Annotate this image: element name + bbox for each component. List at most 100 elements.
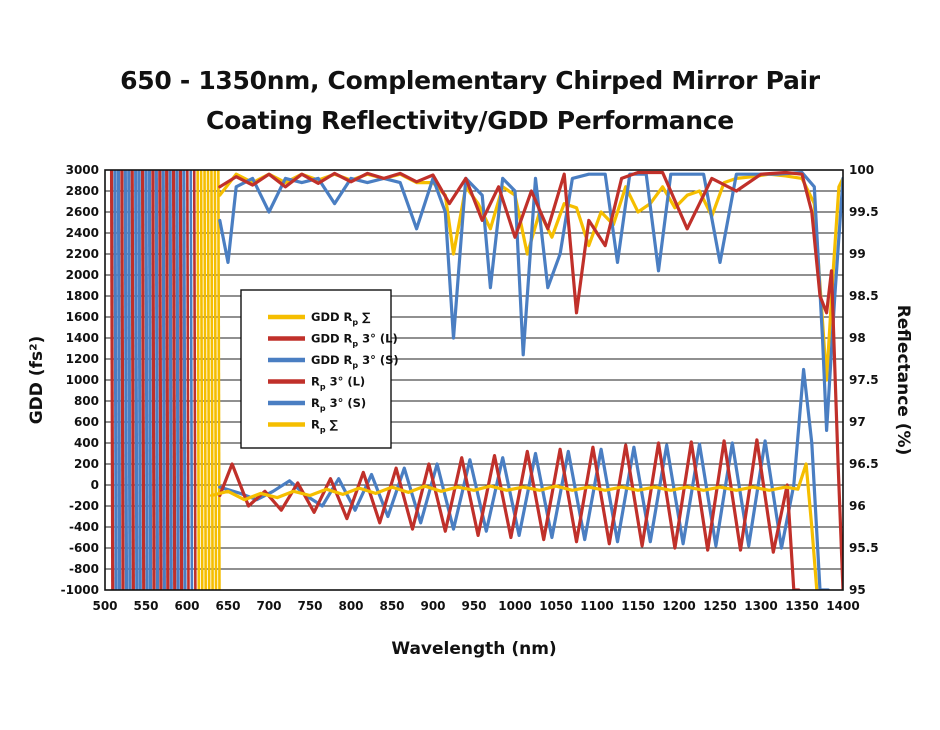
oscillation-line — [144, 170, 149, 590]
legend-entry: GDD Rp ∑ — [311, 310, 371, 327]
legend-box — [240, 289, 392, 449]
y-left-tick-label: 1800 — [66, 289, 99, 303]
oscillation-line — [165, 170, 170, 590]
oscillation-line — [178, 170, 184, 590]
oscillation-line — [168, 170, 173, 590]
series-line-0 — [210, 462, 819, 590]
oscillation-line — [137, 170, 142, 590]
oscillation-line — [134, 170, 139, 590]
y-right-tick-label: 95 — [849, 583, 866, 597]
y-left-tick-label: -400 — [69, 520, 99, 534]
legend-entry: Rp ∑ — [311, 418, 339, 435]
series-line-2 — [218, 367, 830, 590]
y-left-tick-label: 2000 — [66, 268, 99, 282]
legend-entry: Rp 3° (S) — [311, 396, 366, 413]
y-left-tick-label: 2800 — [66, 184, 99, 198]
chart-title: 650 - 1350nm, Complementary Chirped Mirr… — [120, 66, 820, 95]
y-right-tick-label: 100 — [849, 163, 874, 177]
y-right-tick-label: 96 — [849, 499, 866, 513]
oscillation-line — [109, 170, 115, 590]
y-right-tick-label: 97 — [849, 415, 866, 429]
oscillation-line — [120, 170, 125, 590]
oscillation-line — [192, 170, 197, 590]
oscillation-line — [182, 170, 187, 590]
oscillation-line — [158, 170, 163, 590]
oscillation-line — [123, 170, 129, 590]
oscillation-line — [217, 170, 221, 590]
series-line-4 — [218, 170, 843, 432]
x-tick-label: 1000 — [498, 599, 531, 613]
x-tick-label: 700 — [256, 599, 281, 613]
oscillation-line — [130, 170, 135, 590]
oscillation-line — [147, 170, 153, 590]
plot-frame — [104, 169, 844, 591]
x-tick-label: 850 — [379, 599, 404, 613]
y-left-tick-label: 400 — [74, 436, 99, 450]
y-right-tick-label: 97.5 — [849, 373, 879, 387]
y-right-tick-label: 98.5 — [849, 289, 879, 303]
x-tick-label: 800 — [338, 599, 363, 613]
x-tick-label: 1150 — [621, 599, 654, 613]
y-left-tick-label: 600 — [74, 415, 99, 429]
x-tick-label: 600 — [174, 599, 199, 613]
legend: GDD Rp ∑ GDD Rp 3° (L) GDD Rp 3° (S) Rp 3° … — [240, 289, 399, 449]
y-left-tick-label: 200 — [74, 457, 99, 471]
short-wavelength-oscillation-band — [109, 170, 221, 590]
x-tick-label: 1400 — [826, 599, 859, 613]
y-left-tick-label: 1600 — [66, 310, 99, 324]
oscillation-line — [210, 170, 214, 590]
y-left-tick-label: -1000 — [61, 583, 99, 597]
oscillation-line — [140, 170, 146, 590]
oscillation-line — [161, 170, 166, 590]
oscillation-line — [203, 170, 207, 590]
x-axis-label: Wavelength (nm) — [391, 639, 556, 659]
y-left-tick-label: 800 — [74, 394, 99, 408]
x-tick-label: 1050 — [539, 599, 572, 613]
y-left-tick-label: 0 — [91, 478, 99, 492]
y-left-tick-label: 1400 — [66, 331, 99, 345]
oscillation-line — [175, 170, 180, 590]
y-right-tick-label: 99.5 — [849, 205, 879, 219]
oscillation-line — [151, 170, 156, 590]
x-tick-label: 650 — [215, 599, 240, 613]
y-left-tick-label: 3000 — [66, 163, 99, 177]
oscillation-line — [199, 170, 204, 590]
x-tick-label: 1100 — [580, 599, 613, 613]
y-left-axis-label: GDD (fs²) — [27, 336, 47, 425]
x-tick-label: 500 — [92, 599, 117, 613]
legend-entry: Rp 3° (L) — [311, 375, 365, 392]
x-tick-label: 1200 — [662, 599, 695, 613]
y-right-tick-label: 99 — [849, 247, 866, 261]
oscillation-line — [189, 170, 194, 590]
x-tick-label: 900 — [420, 599, 445, 613]
x-tick-label: 550 — [133, 599, 158, 613]
x-tick-label: 950 — [461, 599, 486, 613]
oscillation-line — [186, 170, 190, 590]
oscillation-line — [171, 170, 177, 590]
oscillation-line — [213, 170, 218, 590]
y-left-tick-label: 1200 — [66, 352, 99, 366]
oscillation-line — [116, 170, 122, 590]
y-left-tick-label: 2400 — [66, 226, 99, 240]
y-left-tick-label: -800 — [69, 562, 99, 576]
y-right-tick-label: 96.5 — [849, 457, 879, 471]
y-left-tick-label: 2600 — [66, 205, 99, 219]
y-left-tick-label: -200 — [69, 499, 99, 513]
chart-subtitle: Coating Reflectivity/GDD Performance — [206, 106, 734, 135]
oscillation-line — [127, 170, 132, 590]
legend-entry: GDD Rp 3° (L) — [311, 332, 398, 349]
series-line-1 — [218, 438, 801, 590]
oscillation-line — [206, 170, 211, 590]
x-tick-label: 1300 — [744, 599, 777, 613]
y-right-tick-label: 95.5 — [849, 541, 879, 555]
x-tick-label: 750 — [297, 599, 322, 613]
y-right-tick-label: 98 — [849, 331, 866, 345]
oscillation-line — [154, 170, 160, 590]
x-tick-label: 1250 — [703, 599, 736, 613]
oscillation-line — [196, 170, 201, 590]
series-line-3 — [218, 170, 843, 590]
tick-labels: 500 550 600 650 700 750 800 850 900 950 1000 1050 11… — [61, 163, 879, 613]
y-right-axis-label: Reflectance (%) — [893, 305, 913, 456]
